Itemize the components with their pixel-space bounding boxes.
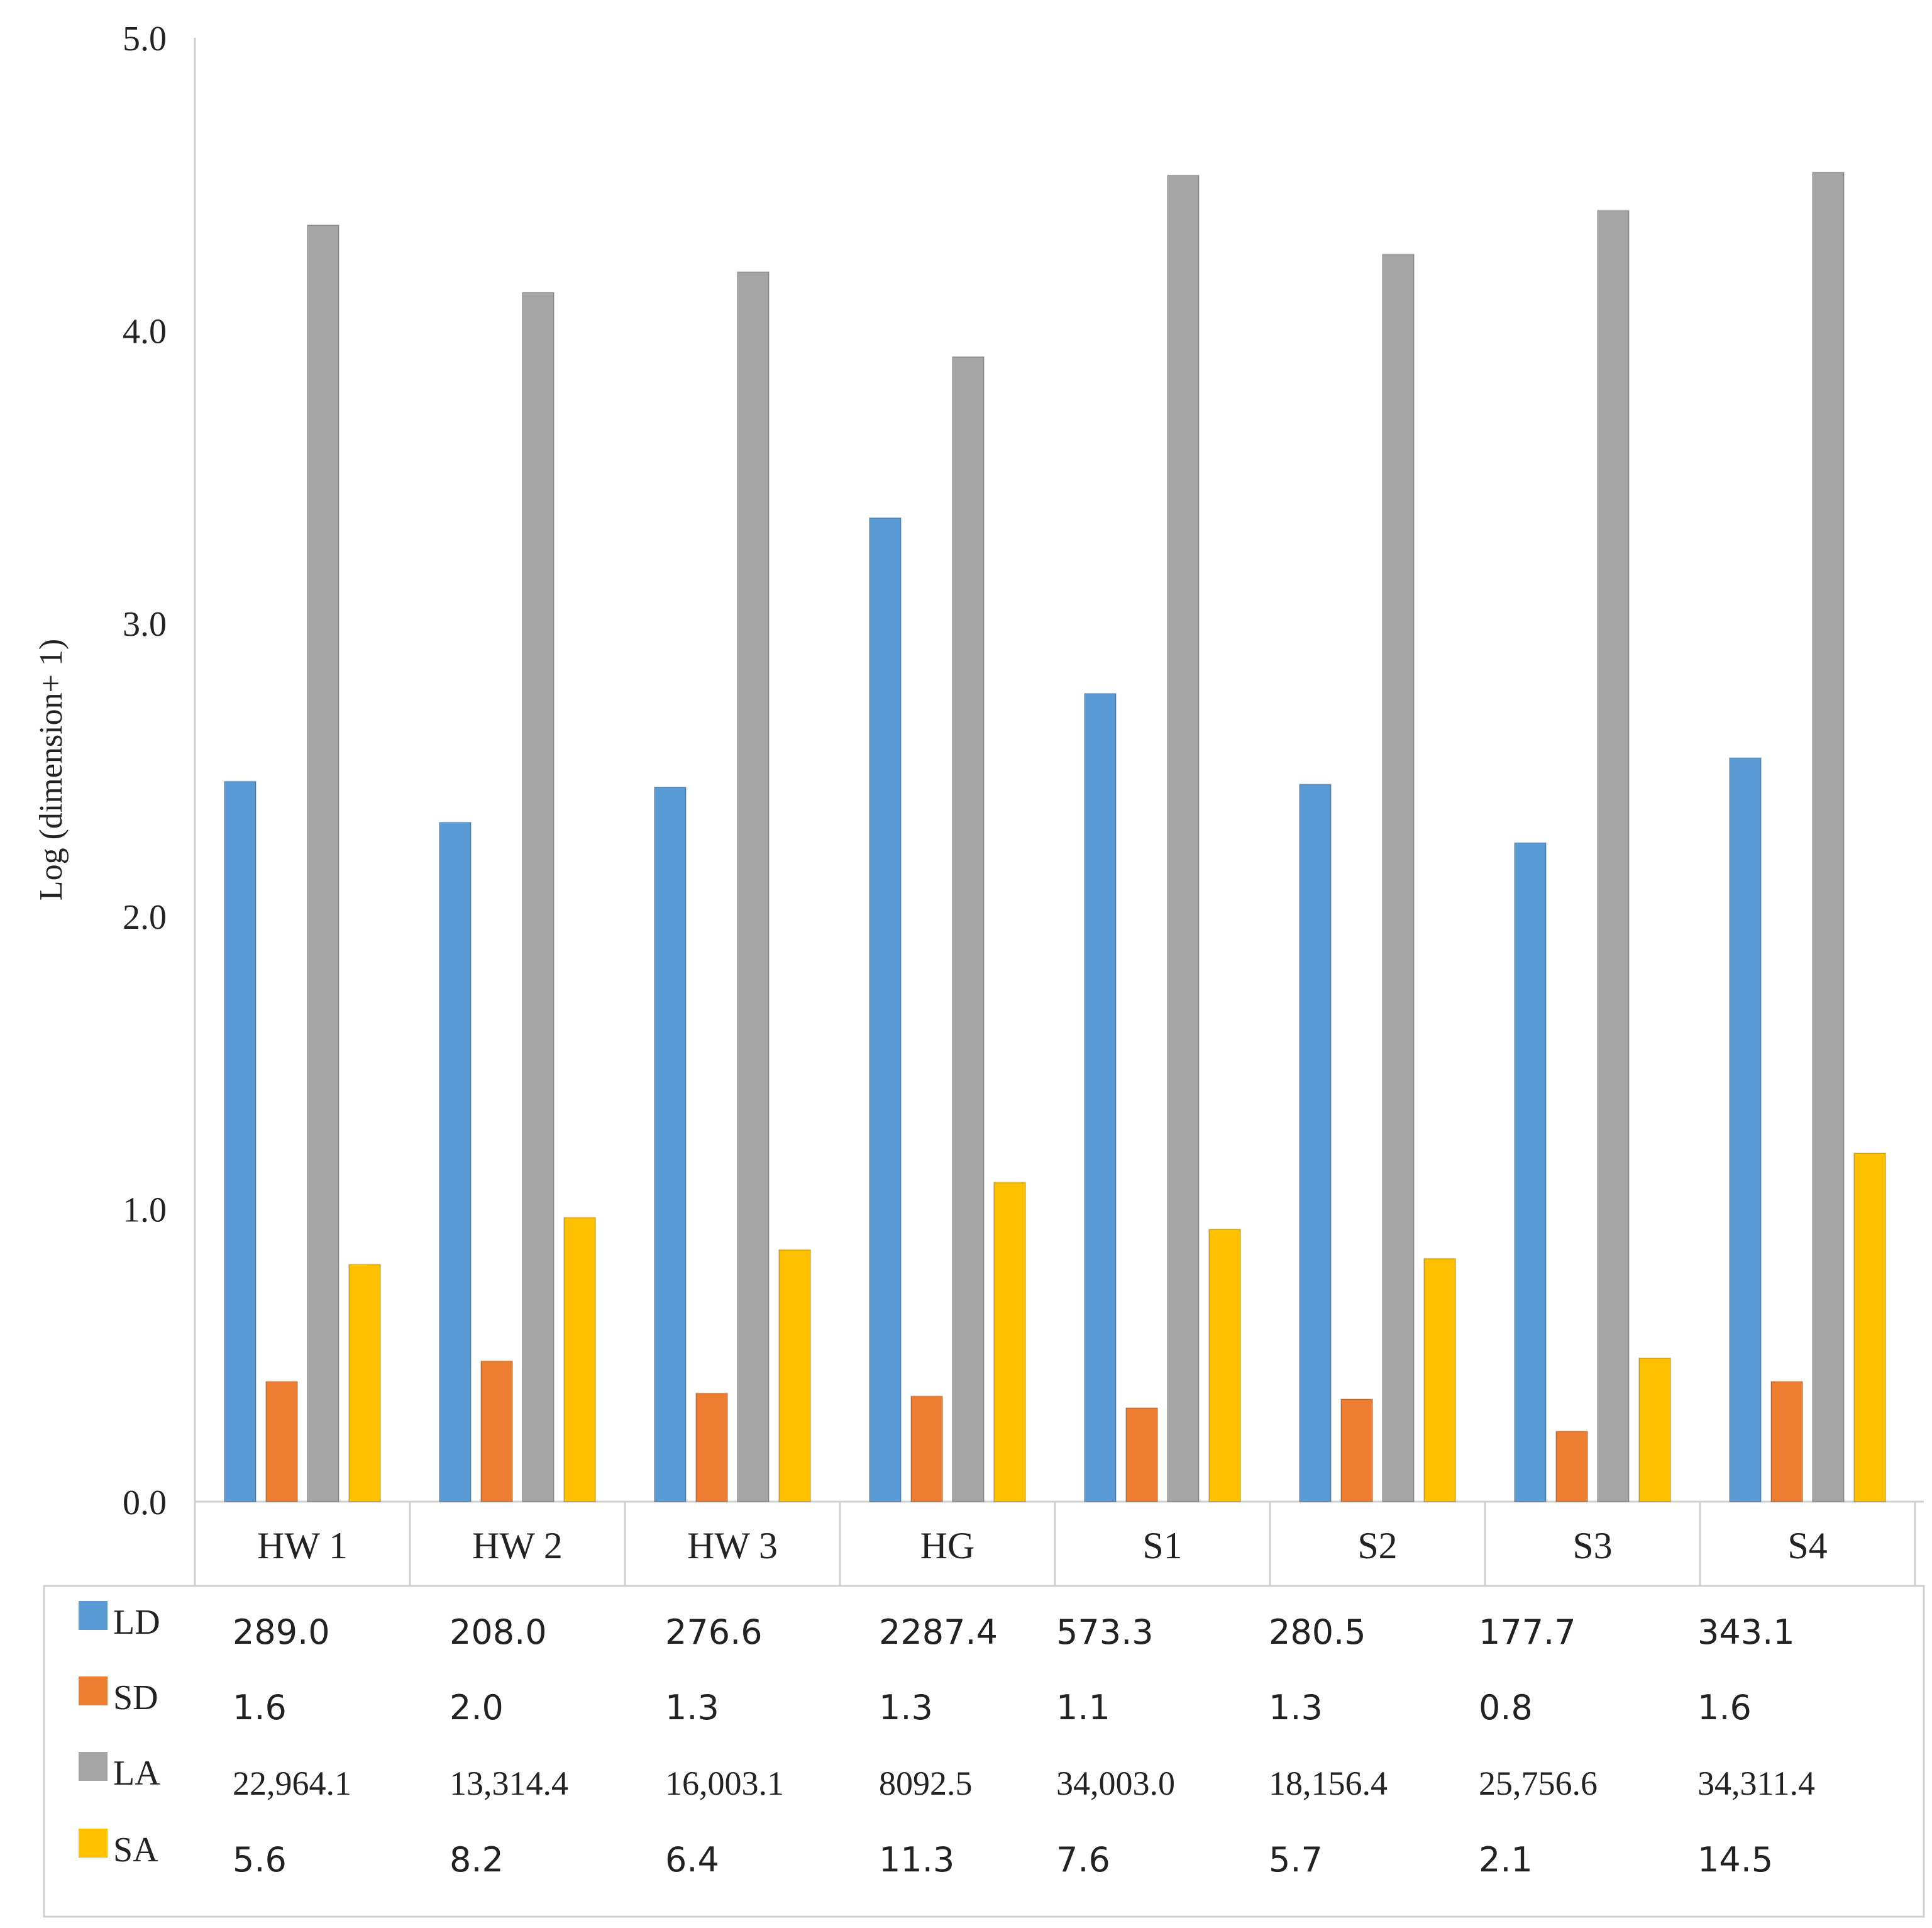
bar-la-s2: [1382, 253, 1415, 1503]
bar-ld-s3: [1514, 842, 1547, 1502]
table-cell-sd: 1.3: [879, 1688, 933, 1727]
bar-la-s1: [1167, 174, 1200, 1502]
table-cell-sd: 1.1: [1056, 1688, 1110, 1727]
x-category-label: HW 1: [257, 1525, 348, 1566]
bar-ld-hw3: [654, 786, 687, 1502]
bar-sd-s2: [1340, 1399, 1373, 1503]
table-cell-la: 16,003.1: [665, 1765, 784, 1802]
table-cell-ld: 177.7: [1479, 1612, 1576, 1652]
table-cell-sd: 1.6: [233, 1688, 287, 1727]
bar-ld-s1: [1084, 692, 1117, 1502]
table-cell-ld: 343.1: [1697, 1612, 1795, 1652]
table-cell-la: 8092.5: [879, 1765, 973, 1802]
bar-sa-s1: [1208, 1228, 1241, 1502]
bar-ld-s2: [1299, 784, 1332, 1502]
table-cell-sa: 7.6: [1056, 1840, 1110, 1880]
bar-sa-s3: [1638, 1357, 1671, 1502]
legend-swatch-ld: [79, 1601, 108, 1630]
table-cell-ld: 289.0: [233, 1612, 330, 1652]
table-cell-sd: 1.3: [1269, 1688, 1323, 1727]
table-cell-sa: 5.6: [233, 1840, 287, 1880]
legend-swatch-sd: [79, 1676, 108, 1705]
bar-ld-hg: [869, 517, 902, 1502]
bar-sd-hw2: [480, 1360, 513, 1502]
bar-la-hw2: [522, 292, 555, 1502]
table-cell-sa: 11.3: [879, 1840, 954, 1880]
bar-sa-hw1: [348, 1263, 381, 1502]
table-cell-sa: 6.4: [665, 1840, 719, 1880]
bar-ld-hw1: [224, 780, 257, 1502]
table-cell-sa: 8.2: [450, 1840, 504, 1880]
table-cell-sd: 0.8: [1479, 1688, 1533, 1727]
x-category-label: S4: [1787, 1525, 1827, 1566]
table-cell-la: 34,003.0: [1056, 1765, 1175, 1802]
table-cell-la: 25,756.6: [1479, 1765, 1598, 1802]
table-cell-sa: 14.5: [1697, 1840, 1773, 1880]
bar-la-hg: [952, 356, 985, 1502]
bar-la-s4: [1812, 172, 1845, 1502]
bar-sa-hg: [993, 1182, 1026, 1502]
table-cell-la: 34,311.4: [1697, 1765, 1815, 1802]
table-cell-sa: 5.7: [1269, 1840, 1323, 1880]
bar-sd-hw3: [695, 1392, 728, 1503]
x-category-label: HW 3: [687, 1525, 778, 1566]
table-cell-la: 13,314.4: [450, 1765, 568, 1802]
bar-la-hw3: [737, 271, 770, 1503]
table-cell-sa: 2.1: [1479, 1840, 1533, 1880]
bar-sa-s2: [1423, 1258, 1456, 1502]
bar-sd-hw1: [265, 1381, 298, 1502]
bar-sa-hw3: [778, 1249, 811, 1502]
table-cell-sd: 1.3: [665, 1688, 719, 1727]
x-category-label: S3: [1572, 1525, 1612, 1566]
bar-sa-s4: [1853, 1152, 1886, 1503]
bar-sd-s3: [1555, 1431, 1588, 1503]
bar-sa-hw2: [563, 1217, 596, 1503]
table-cell-la: 22,964.1: [233, 1765, 351, 1802]
table-cell-sd: 2.0: [450, 1688, 504, 1727]
legend-swatch-la: [79, 1752, 108, 1781]
table-cell-ld: 2287.4: [879, 1612, 998, 1652]
legend-label-sa: SA: [113, 1831, 158, 1870]
y-tick-label: 0.0: [123, 1483, 167, 1522]
y-tick-label: 5.0: [123, 19, 167, 58]
x-category-label: HW 2: [472, 1525, 563, 1566]
bar-ld-s4: [1729, 757, 1762, 1502]
table-cell-sd: 1.6: [1697, 1688, 1752, 1727]
y-tick-label: 2.0: [123, 898, 167, 937]
legend-label-ld: LD: [113, 1603, 160, 1642]
table-cell-la: 18,156.4: [1269, 1765, 1388, 1802]
bar-sd-s4: [1770, 1381, 1803, 1502]
bar-la-s3: [1597, 209, 1630, 1502]
legend-label-la: LA: [113, 1754, 160, 1793]
x-category-label: S2: [1357, 1525, 1397, 1566]
x-category-label: HG: [920, 1525, 975, 1566]
y-tick-label: 4.0: [123, 313, 167, 352]
y-tick-label: 1.0: [123, 1190, 167, 1229]
table-cell-ld: 280.5: [1269, 1612, 1366, 1652]
bar-sd-s1: [1125, 1407, 1158, 1503]
table-cell-ld: 276.6: [665, 1612, 763, 1652]
bar-ld-hw2: [439, 821, 472, 1502]
x-category-label: S1: [1142, 1525, 1182, 1566]
y-tick-label: 3.0: [123, 605, 167, 644]
table-cell-ld: 208.0: [450, 1612, 547, 1652]
y-axis-label: Log (dimension+ 1): [33, 639, 69, 900]
legend-swatch-sa: [79, 1829, 108, 1858]
bar-la-hw1: [307, 224, 339, 1502]
legend-label-sd: SD: [113, 1678, 158, 1717]
bar-sd-hg: [910, 1395, 943, 1503]
table-cell-ld: 573.3: [1056, 1612, 1154, 1652]
